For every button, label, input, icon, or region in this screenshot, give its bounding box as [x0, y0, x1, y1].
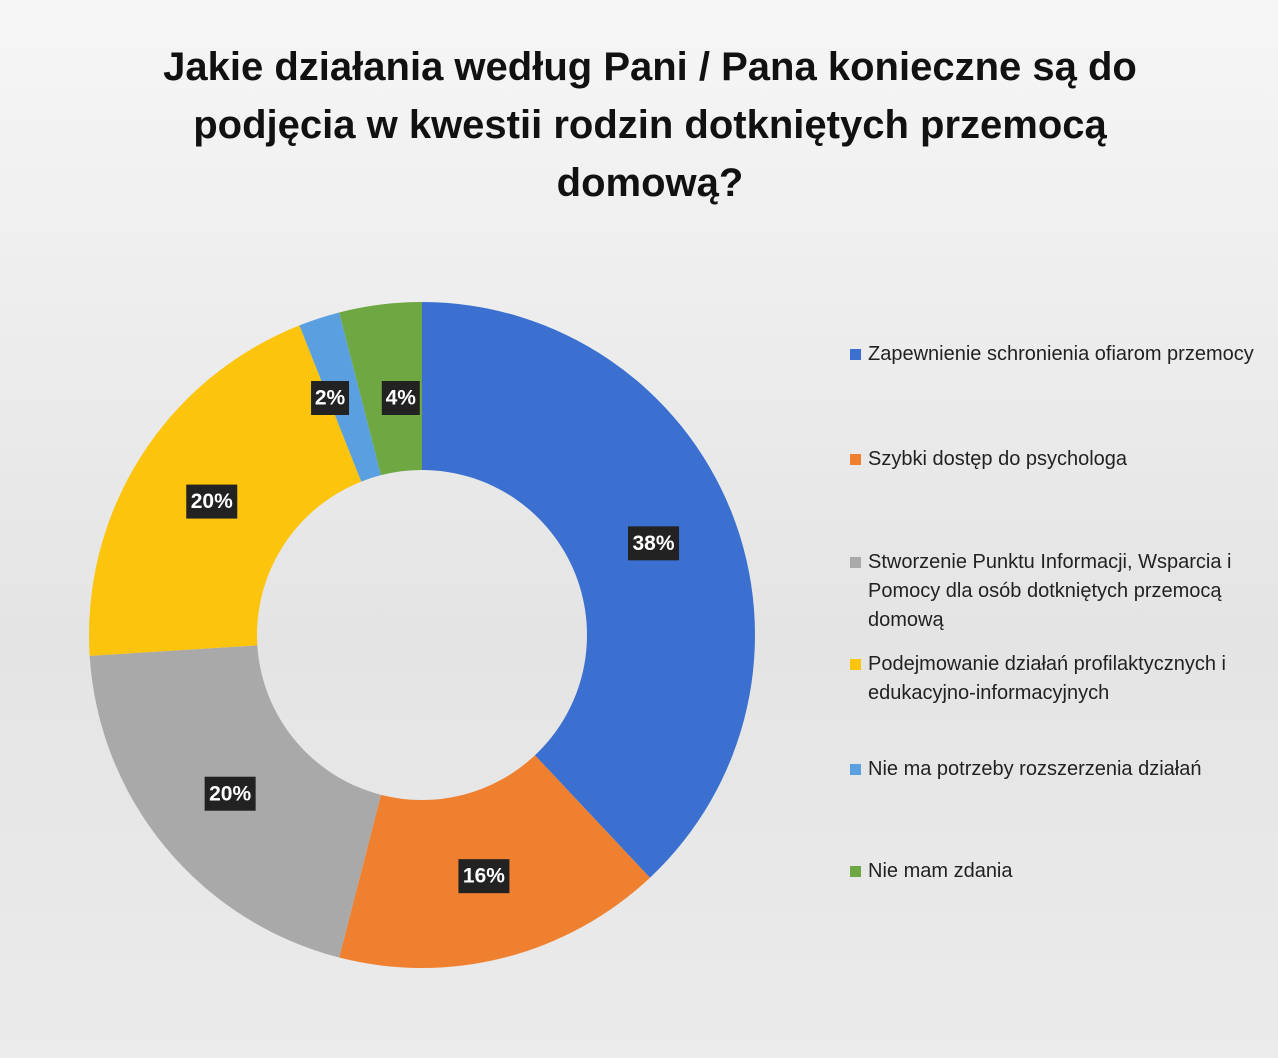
legend-item: Stworzenie Punktu Informacji, Wsparcia i…: [848, 548, 1268, 635]
data-label-box: [311, 381, 350, 415]
donut-segment: [422, 302, 755, 878]
donut-segment: [339, 302, 422, 476]
data-label-box: [204, 776, 256, 811]
data-label-text: 16%: [463, 865, 505, 888]
data-label: 4%: [381, 381, 420, 415]
legend-item: Nie ma potrzeby rozszerzenia działań: [848, 755, 1202, 784]
data-label-box: [381, 381, 420, 415]
data-label: 20%: [204, 776, 256, 811]
legend-label: Nie ma potrzeby rozszerzenia działań: [868, 758, 1202, 780]
data-label: 16%: [458, 859, 510, 894]
legend-label: Stworzenie Punktu Informacji, Wsparcia i…: [868, 551, 1232, 631]
legend-swatch: [850, 659, 861, 670]
legend-label: Szybki dostęp do psychologa: [868, 448, 1128, 470]
data-label-text: 4%: [386, 387, 417, 410]
legend-swatch: [850, 764, 861, 775]
legend-label: Zapewnienie schronienia ofiarom przemocy: [868, 343, 1254, 365]
data-label-text: 38%: [632, 532, 674, 555]
legend-item: Szybki dostęp do psychologa: [848, 445, 1127, 474]
legend-swatch: [850, 557, 861, 568]
legend-label: Podejmowanie działań profilaktycznych i …: [868, 653, 1226, 704]
legend-item: Zapewnienie schronienia ofiarom przemocy: [848, 340, 1254, 369]
data-label-box: [186, 484, 238, 519]
data-label-box: [458, 859, 510, 894]
legend-label: Nie mam zdania: [868, 860, 1013, 882]
legend-swatch: [850, 454, 861, 465]
chart-title: Jakie działania według Pani / Pana konie…: [163, 45, 1137, 205]
data-label-box: [628, 526, 680, 561]
data-label: 20%: [186, 484, 238, 519]
legend-swatch: [850, 349, 861, 360]
data-label-text: 20%: [209, 782, 251, 805]
data-label: 2%: [311, 381, 350, 415]
data-label-text: 20%: [191, 490, 233, 513]
data-label-text: 2%: [315, 387, 346, 410]
data-label: 38%: [628, 526, 680, 561]
legend-swatch: [850, 866, 861, 877]
legend-item: Nie mam zdania: [848, 857, 1013, 886]
legend-item: Podejmowanie działań profilaktycznych i …: [848, 650, 1268, 708]
